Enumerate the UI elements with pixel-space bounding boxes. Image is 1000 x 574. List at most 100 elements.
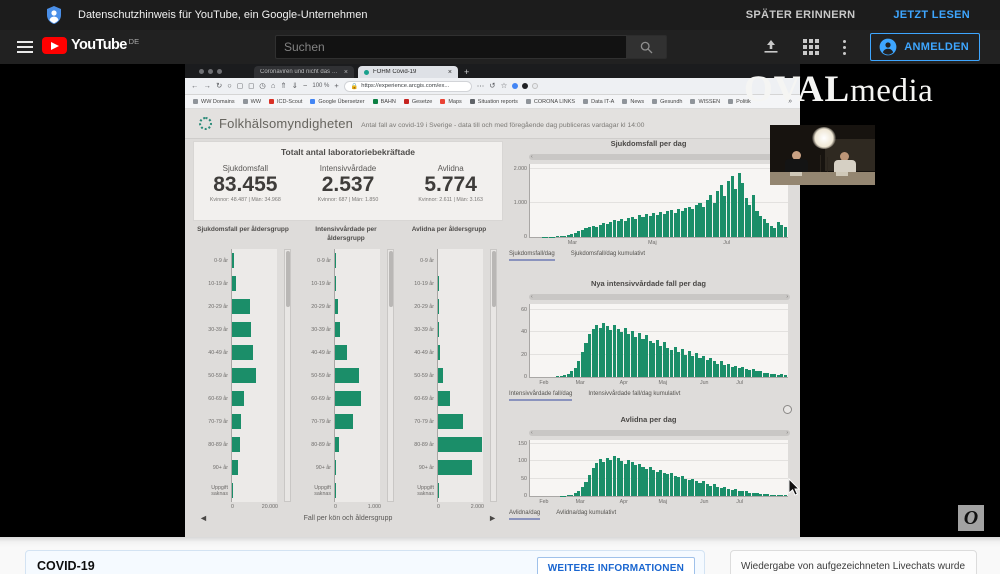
search-button[interactable] [627, 35, 667, 59]
bookmark-item[interactable]: Politik [728, 99, 751, 105]
studio-table [770, 172, 875, 185]
close-icon[interactable]: × [343, 68, 348, 76]
more-info-button[interactable]: WEITERE INFORMATIONEN [536, 557, 695, 574]
time-range-slider[interactable]: ‹ › [529, 294, 790, 300]
zoom-in-icon[interactable]: + [334, 81, 339, 91]
covid-panel-title: COVID-19 [37, 559, 95, 573]
person-left-torso [785, 159, 808, 174]
scrollbar-thumb[interactable] [285, 251, 290, 307]
bookmark-item[interactable]: Data IT-A [583, 99, 614, 105]
tab-icon[interactable]: ◻ [236, 81, 244, 91]
livechat-notice: Wiedergabe von aufgezeichneten Livechats… [741, 561, 966, 572]
pager-prev-icon[interactable]: ◄ [199, 513, 208, 523]
x-axis-label: Mar [575, 499, 585, 505]
bookmark-item[interactable]: Situation reports [469, 99, 518, 105]
signin-button[interactable]: ANMELDEN [870, 33, 980, 61]
profile-icon[interactable]: ○ [227, 81, 232, 91]
upload-icon[interactable] [763, 40, 779, 54]
time-range-slider[interactable]: ‹ › [529, 154, 790, 160]
more-icon[interactable]: ⋯ [476, 81, 485, 91]
bookmark-item[interactable]: WW Domains [193, 99, 235, 105]
new-tab-icon[interactable]: + [464, 67, 470, 77]
age-bar [232, 437, 240, 452]
scrollbar[interactable] [284, 249, 291, 502]
browser-tab-inactive[interactable]: Coronaviren und nicht das P... × [254, 66, 354, 78]
masthead: YouTube DE [0, 30, 1000, 64]
extensions-icon[interactable]: ↺ [489, 81, 496, 91]
youtube-logo[interactable]: YouTube DE [42, 37, 139, 54]
tab-sjukdomsfall-dag[interactable]: Sjukdomsfall/dag [509, 251, 555, 261]
menu-icon[interactable] [17, 41, 33, 53]
back-icon[interactable]: ← [191, 81, 199, 91]
home-icon[interactable]: ⌂ [270, 81, 276, 91]
bookmarks-bar: WW Domains WW ICD-Scout Google Übersetzer BA… [185, 95, 800, 109]
bookmark-favicon [269, 99, 275, 104]
age-group-row: 90+ år [193, 456, 293, 479]
extension-dot-icon[interactable] [522, 83, 529, 89]
age-group-row: 80-89 år [193, 433, 293, 456]
time-range-slider[interactable]: ‹ › [529, 430, 790, 436]
bookmarks-overflow-icon[interactable]: » [788, 98, 792, 105]
age-bar [232, 414, 242, 429]
scrollbar[interactable] [387, 249, 394, 502]
extension-dot-icon[interactable] [532, 83, 539, 89]
tab-sjukdomsfall-kumulativt[interactable]: Sjukdomsfall/dag kumulativt [570, 251, 646, 257]
remind-later-button[interactable]: SPÄTER ERINNERN [745, 9, 856, 21]
pager-next-icon[interactable]: ► [488, 513, 497, 523]
bookmark-item[interactable]: WISSEN [690, 99, 720, 105]
scrollbar-thumb[interactable] [388, 251, 393, 307]
y-axis-label: 0 [524, 234, 527, 240]
reload-icon[interactable]: ↻ [216, 81, 223, 91]
bookmark-item[interactable]: BAHN [372, 99, 396, 105]
channel-watermark[interactable]: O [958, 505, 984, 531]
window-controls-icon[interactable] [199, 69, 222, 74]
search-input[interactable] [275, 35, 627, 59]
bookmark-item[interactable]: Google Übersetzer [310, 99, 365, 105]
browser-tab-active[interactable]: FOHM Covid-19 × [358, 66, 458, 78]
forward-icon[interactable]: → [203, 81, 212, 91]
close-icon[interactable]: × [447, 68, 452, 76]
y-axis-label: 0 [524, 374, 527, 380]
bookmark-item[interactable]: Gesetze [403, 99, 432, 105]
age-group-row: 70-79 år [193, 410, 293, 433]
age-bar [232, 368, 256, 383]
tab-avlidna-kumulativt[interactable]: Avlidna/dag kumulativt [556, 510, 617, 516]
zoom-out-icon[interactable]: − [302, 81, 308, 91]
bookmark-item[interactable]: CORONA LINKS [525, 99, 575, 105]
history-icon[interactable]: ◷ [259, 81, 266, 91]
age-bar [335, 391, 362, 406]
bookmark-item[interactable]: ICD-Scout [269, 99, 302, 105]
address-bar[interactable]: 🔒 https://experience.arcgis.com/ex... [343, 80, 472, 92]
age-group-row: Uppgift saknas [399, 479, 499, 502]
scrollbar-thumb[interactable] [491, 251, 496, 307]
video-player[interactable]: Coronaviren und nicht das P... × FOHM Co… [0, 64, 1000, 537]
bookmark-item[interactable]: Gesundh [652, 99, 682, 105]
x-axis-label: Jul [736, 499, 743, 505]
scrollbar[interactable] [490, 249, 497, 502]
bookmark-item[interactable]: News [622, 99, 644, 105]
extension-dot-icon[interactable] [512, 83, 519, 89]
tab-iva-kumulativt[interactable]: Intensivvårdade fall/dag kumulativt [588, 391, 681, 397]
browser-tabstrip: Coronaviren und nicht das P... × FOHM Co… [185, 64, 800, 78]
download-icon[interactable]: ⇓ [291, 81, 298, 91]
expand-icon[interactable] [783, 405, 792, 414]
age-group-row: 40-49 år [399, 341, 499, 364]
age-group-row: 60-69 år [193, 387, 293, 410]
bookmark-star-icon[interactable]: ☆ [500, 81, 508, 91]
read-now-button[interactable]: JETZT LESEN [893, 9, 970, 21]
window-icon[interactable]: ◻ [248, 81, 255, 91]
tab-iva-dag[interactable]: Intensivvårdade fall/dag [509, 391, 573, 401]
age-group-row: 0-9 år [193, 249, 293, 272]
age-bar [438, 368, 444, 383]
bookmark-item[interactable]: Maps [440, 99, 462, 105]
apps-grid-icon[interactable] [803, 39, 820, 55]
search-bar [275, 35, 667, 59]
tab-title: FOHM Covid-19 [373, 69, 417, 75]
age-group-row: 80-89 år [399, 433, 499, 456]
bookmark-item[interactable]: WW [242, 99, 261, 105]
age-group-row: 50-59 år [296, 364, 396, 387]
tab-avlidna-dag[interactable]: Avlidna/dag [509, 510, 541, 520]
kebab-menu-icon[interactable] [843, 39, 847, 55]
upload-icon[interactable]: ⇑ [280, 81, 287, 91]
bookmark-favicon [372, 99, 378, 104]
